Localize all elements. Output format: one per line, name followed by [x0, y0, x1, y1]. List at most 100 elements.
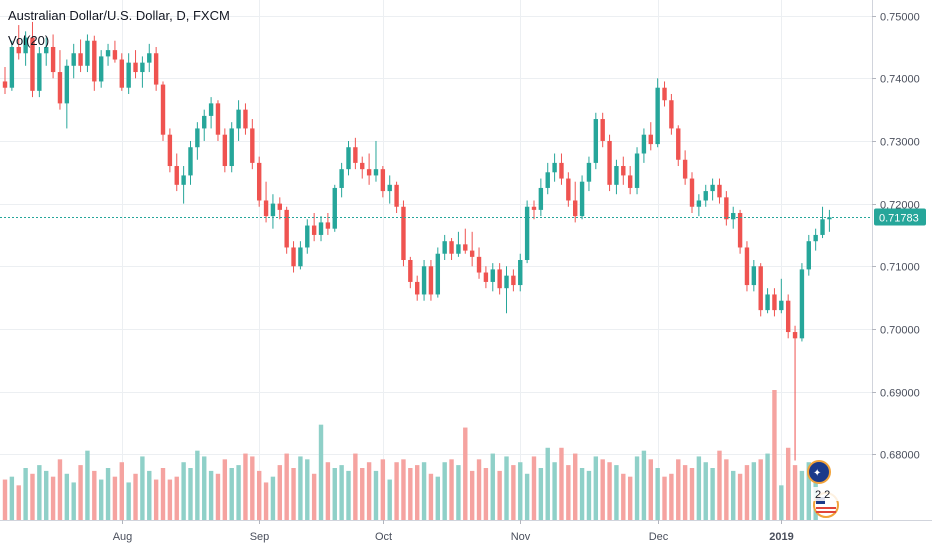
candlestick	[634, 147, 640, 195]
candle-body	[195, 128, 200, 148]
volume-bar	[202, 456, 207, 520]
candle-body	[311, 225, 317, 235]
volume-bar	[147, 470, 152, 520]
candle-body	[586, 162, 592, 182]
volume-bar	[126, 482, 131, 520]
candlestick	[724, 191, 729, 226]
candle-body	[408, 260, 413, 282]
candle-body	[346, 147, 351, 170]
candle-body	[215, 103, 221, 135]
candlestick	[270, 194, 276, 229]
candle-body	[792, 332, 798, 339]
volume-bar	[401, 459, 406, 520]
candlestick	[243, 103, 248, 135]
time-axis[interactable]: Aug Sep Oct Nov Dec 2019	[113, 520, 794, 543]
volume-bar	[483, 468, 489, 520]
candlestick	[23, 31, 28, 66]
volume-bar	[806, 462, 811, 520]
volume-bar	[339, 465, 344, 520]
candlestick	[662, 81, 667, 107]
candle-body	[208, 103, 214, 116]
candle-body	[30, 37, 35, 91]
candlestick	[112, 40, 118, 63]
volume-bar	[751, 462, 757, 520]
flag-count-text: 2 2	[815, 489, 830, 501]
candle-body	[483, 272, 489, 282]
volume-bar	[92, 470, 97, 520]
candle-body	[785, 300, 791, 333]
volume-bar	[415, 465, 420, 520]
candle-body	[511, 275, 516, 286]
candlestick	[799, 263, 805, 342]
candlestick	[463, 228, 468, 254]
volume-bar	[160, 468, 166, 520]
volume-bar	[724, 459, 729, 520]
australia-flag-icon	[807, 460, 831, 484]
candle-body	[222, 134, 228, 167]
candle-body	[181, 175, 186, 185]
candlestick	[298, 241, 303, 270]
price-axis[interactable]: 0.750000.740000.730000.720000.710000.700…	[872, 12, 920, 462]
volume-bar	[64, 473, 70, 520]
volume-bar	[360, 468, 365, 520]
volume-bar	[387, 479, 392, 520]
volume-bar	[579, 468, 585, 520]
volume-bar	[559, 447, 564, 520]
candlestick	[579, 175, 585, 220]
volume-bar	[30, 473, 35, 520]
candle-body	[456, 244, 461, 254]
candlestick	[373, 140, 379, 182]
candle-body	[360, 162, 365, 170]
candlestick	[44, 37, 49, 66]
candlestick	[188, 140, 193, 185]
candlestick	[291, 241, 296, 273]
volume-indicator-label[interactable]: Vol(20)	[8, 33, 50, 48]
candlestick	[167, 128, 173, 173]
volume-bar	[277, 465, 282, 520]
volume-bar	[44, 470, 49, 520]
volume-bar	[263, 482, 269, 520]
candle-body	[579, 181, 585, 217]
candlestick	[215, 100, 221, 141]
candlestick	[284, 206, 289, 254]
candlestick	[229, 122, 234, 173]
candle-body	[497, 269, 502, 289]
volume-bar	[676, 459, 681, 520]
candlestick	[703, 184, 708, 207]
candle-body	[607, 140, 612, 185]
volume-bar	[504, 456, 509, 520]
candlestick	[497, 263, 502, 295]
candle-body	[284, 209, 289, 248]
volume-bar	[85, 450, 90, 520]
candle-body	[641, 134, 647, 154]
candle-body	[16, 46, 21, 54]
candle-body	[318, 222, 324, 235]
candle-body	[593, 119, 599, 163]
volume-bar	[621, 473, 626, 520]
y-tick-label: 0.68000	[880, 450, 920, 462]
volume-bar	[98, 479, 104, 520]
candle-body	[538, 187, 544, 210]
candle-body	[401, 206, 406, 260]
candle-body	[270, 203, 276, 217]
candle-body	[325, 222, 331, 229]
candle-body	[394, 184, 399, 207]
candle-body	[469, 250, 475, 257]
candle-body	[449, 241, 454, 254]
candlestick	[476, 247, 482, 279]
candle-body	[37, 53, 42, 91]
volume-bar	[607, 462, 612, 520]
candle-body	[92, 40, 97, 82]
candle-body	[277, 203, 282, 210]
candlestick	[676, 125, 681, 167]
candle-body	[305, 225, 310, 248]
volume-bar	[518, 462, 523, 520]
volume-bar	[181, 462, 186, 520]
volume-bar	[380, 459, 386, 520]
volume-bar	[531, 456, 537, 520]
candle-body	[806, 241, 811, 270]
x-tick-label: Dec	[649, 531, 669, 543]
volume-bar	[799, 470, 805, 520]
